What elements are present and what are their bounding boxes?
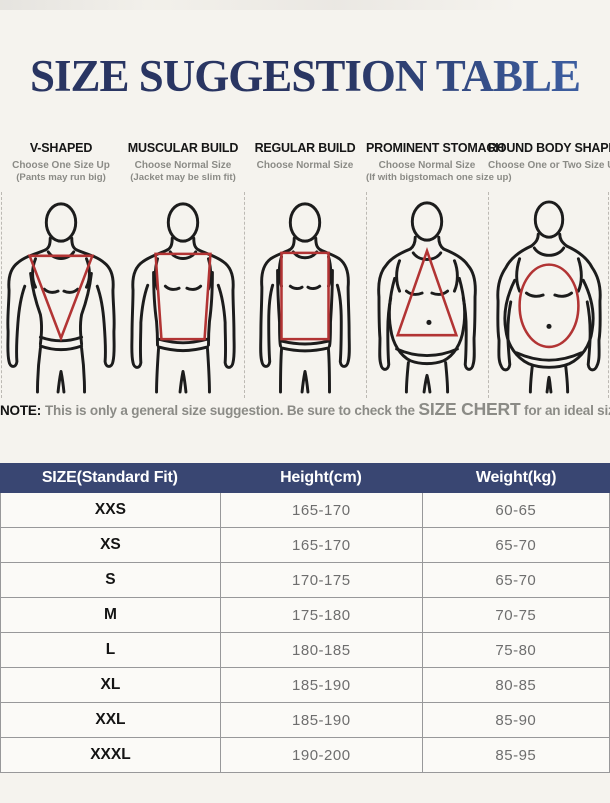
body-type-subnote: (If with bigstomach one size up) [366, 172, 512, 183]
top-edge-smudge [0, 0, 610, 10]
header-height: Height(cm) [280, 469, 362, 486]
body-type-name: MUSCULAR BUILD [127, 141, 239, 155]
weight-cell: 60-65 [421, 493, 609, 527]
weight-cell: 85-90 [421, 703, 609, 737]
body-type-name: REGULAR BUILD [254, 141, 356, 155]
weight-cell: 70-75 [421, 598, 609, 632]
body-type-column-round: ROUND BODY SHAPE Choose One or Two Size … [488, 140, 610, 398]
note-line: NOTE: This is only a general size suggest… [0, 399, 610, 420]
body-type-subnote: (Pants may run big) [16, 172, 106, 183]
size-table-body: XXS 165-170 60-65 XS 165-170 65-70 S 170… [0, 493, 610, 773]
size-cell: M [103, 606, 117, 623]
size-cell: XXS [94, 501, 126, 518]
page-title: SIZE SUGGESTION TABLE [0, 50, 610, 102]
height-cell: 180-185 [219, 633, 422, 667]
table-row: XXS 165-170 60-65 [1, 493, 609, 528]
trapezoid-overlay [154, 252, 212, 341]
height-cell: 165-170 [219, 493, 422, 527]
table-row: XL 185-190 80-85 [1, 668, 609, 703]
note-text-tail: for an ideal size. [524, 403, 610, 418]
oval-overlay [518, 263, 580, 349]
column-divider [1, 192, 2, 398]
prominent-stomach-figure-illustration [377, 201, 477, 394]
table-row: XXXL 190-200 85-95 [1, 738, 609, 773]
column-divider [366, 192, 367, 398]
table-row: L 180-185 75-80 [1, 633, 609, 668]
triangle-overlay [395, 247, 459, 337]
body-type-name: PROMINENT STOMACH [366, 141, 505, 155]
size-table-header: SIZE(Standard Fit) Height(cm) Weight(kg) [0, 463, 610, 493]
body-type-advice: Choose One Size Up [12, 160, 110, 171]
column-divider [244, 192, 245, 398]
body-type-advice: Choose Normal Size [256, 160, 354, 171]
height-cell: 185-190 [219, 668, 422, 702]
weight-cell: 85-95 [421, 738, 609, 772]
weight-cell: 80-85 [421, 668, 609, 702]
column-divider [488, 192, 489, 398]
size-cell: XL [100, 676, 121, 693]
header-size: SIZE(Standard Fit) [41, 469, 178, 486]
header-weight: Weight(kg) [475, 469, 557, 486]
table-row: XXL 185-190 85-90 [1, 703, 609, 738]
weight-cell: 65-70 [421, 528, 609, 562]
size-cell: XXL [95, 711, 126, 728]
table-row: S 170-175 65-70 [1, 563, 609, 598]
body-type-column-muscular: MUSCULAR BUILD Choose Normal Size (Jacke… [122, 140, 245, 398]
round-body-figure-illustration [496, 200, 602, 394]
rectangle-overlay [280, 251, 330, 341]
height-cell: 170-175 [219, 563, 422, 597]
size-table: SIZE(Standard Fit) Height(cm) Weight(kg)… [0, 463, 610, 773]
inverted-triangle-overlay [27, 254, 95, 342]
weight-cell: 75-80 [421, 633, 609, 667]
body-type-column-prominent-stomach: PROMINENT STOMACH Choose Normal Size (If… [366, 140, 512, 398]
table-row: M 175-180 70-75 [1, 598, 609, 633]
body-type-name: V-SHAPED [29, 141, 93, 155]
body-type-column-regular: REGULAR BUILD Choose Normal Size [244, 140, 367, 398]
size-cell: XXXL [90, 746, 131, 763]
note-label: NOTE: [0, 403, 41, 418]
size-cell: L [105, 641, 116, 658]
height-cell: 185-190 [219, 703, 422, 737]
note-text: This is only a general size suggestion. … [45, 403, 419, 418]
muscular-figure-illustration [130, 202, 236, 394]
height-cell: 190-200 [219, 738, 422, 772]
weight-cell: 65-70 [421, 563, 609, 597]
regular-figure-illustration [259, 202, 351, 394]
height-cell: 175-180 [219, 598, 422, 632]
body-type-advice: Choose Normal Size [134, 160, 232, 171]
body-type-name: ROUND BODY SHAPE [488, 141, 610, 155]
body-type-columns: V-SHAPED Choose One Size Up (Pants may r… [0, 140, 610, 398]
body-type-advice: Choose Normal Size [378, 160, 476, 171]
height-cell: 165-170 [219, 528, 422, 562]
table-row: XS 165-170 65-70 [1, 528, 609, 563]
size-cell: S [105, 571, 116, 588]
body-type-column-v-shaped: V-SHAPED Choose One Size Up (Pants may r… [0, 140, 122, 398]
note-highlight: SIZE CHERT [418, 399, 521, 419]
v-shaped-figure-illustration [6, 202, 116, 394]
size-cell: XS [100, 536, 121, 553]
column-divider [608, 192, 609, 398]
body-type-advice: Choose One or Two Size Up [488, 160, 610, 171]
body-type-subnote: (Jacket may be slim fit) [130, 172, 236, 183]
